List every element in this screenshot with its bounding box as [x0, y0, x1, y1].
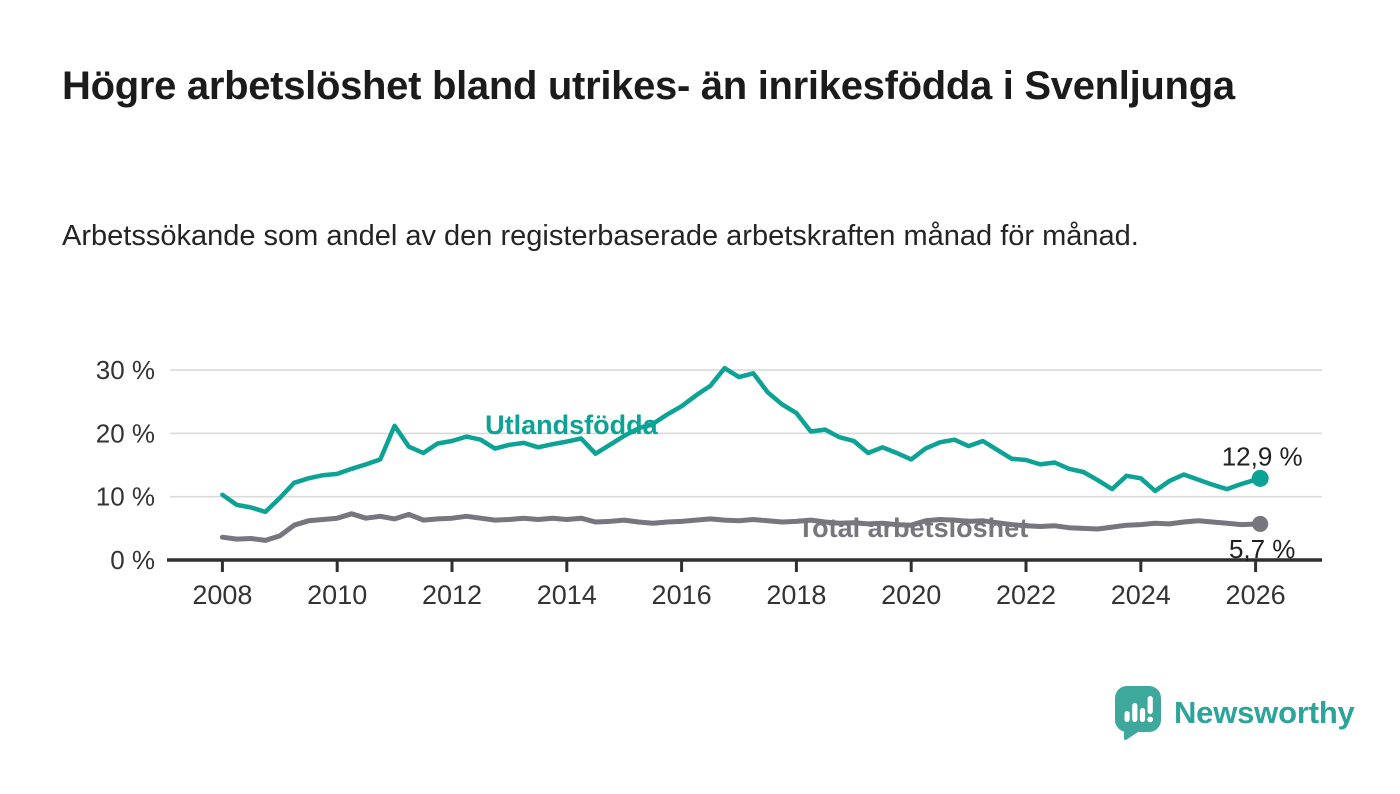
x-axis-label-2026: 2026	[1226, 580, 1286, 610]
series-line-utlandsfodda	[220, 365, 1263, 515]
x-axis-label-2018: 2018	[766, 580, 826, 610]
x-axis-label-2022: 2022	[996, 580, 1056, 610]
y-axis-label-0: 0 %	[110, 545, 155, 575]
y-axis-label-20: 20 %	[96, 418, 155, 448]
page-title: Högre arbetslöshet bland utrikes- än inr…	[62, 64, 1235, 108]
newsworthy-logo: Newsworthy	[1112, 684, 1355, 742]
series-end-dot-total	[1252, 515, 1269, 532]
newsworthy-logo-icon	[1115, 686, 1161, 741]
x-axis-label-2008: 2008	[192, 580, 252, 610]
series-line-total	[219, 511, 1263, 543]
x-axis-label-2020: 2020	[881, 580, 941, 610]
end-value-label-utlandsfodda: 12,9 %	[1222, 441, 1303, 471]
series-end-dot-utlandsfodda	[1251, 469, 1269, 487]
y-axis-label-30: 30 %	[96, 355, 155, 385]
x-axis-label-2016: 2016	[652, 580, 712, 610]
series-name-label-total: Total arbetslöshet	[798, 513, 1029, 543]
page-subtitle: Arbetssökande som andel av den registerb…	[62, 220, 1139, 252]
x-axis-label-2024: 2024	[1111, 580, 1171, 610]
x-axis-label-2010: 2010	[307, 580, 367, 610]
x-axis-label-2012: 2012	[422, 580, 482, 610]
series-name-label-utlandsfodda: Utlandsfödda	[485, 410, 658, 440]
x-axis-label-2014: 2014	[537, 580, 597, 610]
y-axis-label-10: 10 %	[96, 482, 155, 512]
end-value-label-total: 5,7 %	[1229, 534, 1296, 564]
newsworthy-logo-text: Newsworthy	[1174, 695, 1355, 730]
